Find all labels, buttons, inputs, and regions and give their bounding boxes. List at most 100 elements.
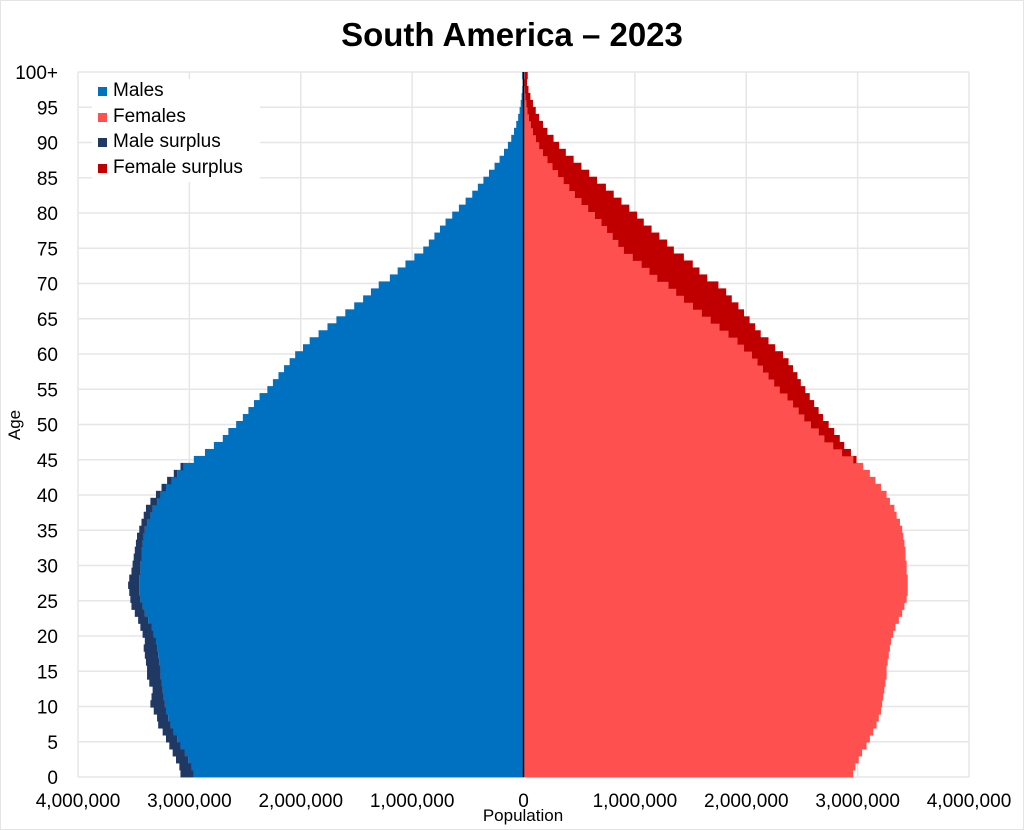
male-surplus-bar: [140, 623, 152, 631]
female-surplus-bar: [818, 427, 835, 436]
male-bar: [173, 728, 524, 736]
male-bar: [222, 434, 524, 443]
female-bar: [523, 672, 887, 680]
female-surplus-bar: [676, 288, 727, 296]
male-bar: [397, 267, 524, 275]
male-bar: [213, 441, 524, 450]
male-surplus-bar: [151, 693, 164, 701]
male-bar: [142, 602, 524, 610]
female-surplus-bar: [528, 113, 540, 122]
male-surplus-bar: [141, 518, 148, 527]
female-bar: [523, 316, 711, 324]
male-surplus-bar: [142, 630, 154, 638]
male-bar: [168, 714, 524, 722]
female-bar: [523, 281, 669, 289]
bars: [128, 72, 908, 778]
female-surplus-bar: [535, 134, 554, 143]
female-bar: [523, 190, 575, 199]
male-bar: [140, 567, 524, 575]
male-bar: [242, 414, 524, 422]
female-surplus-bar: [842, 448, 851, 457]
male-surplus-bar: [144, 637, 156, 645]
male-bar: [141, 553, 524, 562]
female-bar: [523, 141, 540, 150]
y-tick-label: 45: [37, 451, 58, 472]
female-surplus-bar: [824, 434, 840, 443]
female-bar: [523, 148, 543, 157]
male-surplus-bar: [153, 707, 166, 715]
female-bar: [523, 469, 870, 478]
female-bar: [523, 532, 904, 541]
x-tick-label: 3,000,000: [147, 791, 232, 812]
female-bar: [523, 155, 548, 164]
female-surplus-bar: [574, 190, 614, 199]
female-bar: [523, 504, 895, 513]
male-surplus-bar: [161, 483, 166, 492]
female-bar: [523, 246, 624, 254]
male-surplus-bar: [172, 749, 185, 757]
male-bar: [465, 197, 524, 206]
male-bar: [272, 379, 524, 387]
female-surplus-bar: [683, 295, 732, 303]
female-bar: [523, 686, 885, 694]
female-bar: [523, 323, 720, 331]
male-surplus-bar: [145, 504, 153, 513]
female-bar: [523, 763, 856, 771]
male-bar: [150, 511, 524, 520]
female-surplus-bar: [737, 337, 769, 345]
male-bar: [170, 721, 524, 729]
x-tick-label: 0: [518, 791, 529, 812]
male-bar: [378, 281, 524, 289]
female-bar: [523, 400, 794, 408]
male-bar: [161, 679, 524, 687]
female-bar: [523, 183, 570, 192]
female-surplus-bar: [641, 260, 693, 268]
y-tick-label: 5: [47, 733, 58, 754]
male-bar: [140, 560, 524, 568]
male-bar: [295, 351, 524, 359]
legend-item-male-surplus: Male surplus: [98, 131, 221, 153]
female-bar: [523, 365, 763, 373]
female-surplus-bar: [623, 246, 674, 254]
male-bar: [389, 274, 524, 282]
y-tick-label: 55: [37, 380, 58, 401]
female-bar: [523, 490, 887, 499]
legend-label-males: Males: [113, 80, 164, 101]
female-surplus-bar: [558, 169, 590, 178]
female-surplus-bar: [804, 414, 824, 422]
male-bar: [445, 218, 524, 226]
x-tick-label: 2,000,000: [258, 791, 343, 812]
female-bar: [523, 665, 887, 673]
female-bar: [523, 756, 859, 764]
female-surplus-bar: [751, 351, 784, 359]
female-surplus-bar: [524, 78, 528, 87]
female-surplus-bar: [833, 441, 845, 450]
female-bar: [523, 644, 890, 652]
female-bar: [523, 134, 536, 143]
legend-label-female-surplus: Female surplus: [113, 157, 243, 178]
female-surplus-bar: [779, 386, 806, 394]
female-surplus-bar: [774, 379, 801, 387]
male-bar: [204, 448, 524, 457]
male-bar: [370, 288, 524, 296]
female-bar: [523, 707, 882, 715]
male-bar: [193, 770, 524, 778]
female-surplus-bar: [532, 127, 548, 136]
female-bar: [523, 393, 788, 401]
female-bar: [523, 113, 529, 122]
male-bar: [302, 344, 524, 352]
female-surplus-bar: [787, 393, 810, 401]
male-bar: [514, 127, 524, 136]
male-surplus-bar: [147, 672, 161, 680]
female-bar: [523, 330, 729, 338]
male-surplus-bar: [134, 546, 142, 555]
female-bar: [523, 728, 874, 736]
y-tick-label: 25: [37, 592, 58, 613]
legend-item-males: Males: [98, 80, 164, 102]
male-bar: [520, 99, 524, 108]
female-bar: [523, 421, 811, 429]
female-bar: [523, 448, 843, 457]
female-bar: [523, 176, 564, 185]
female-bar: [523, 106, 528, 115]
